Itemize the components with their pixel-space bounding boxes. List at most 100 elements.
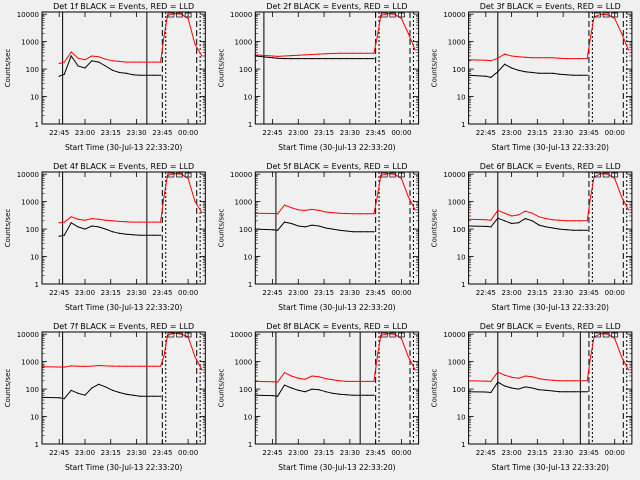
lld-point	[98, 364, 100, 367]
lld-point	[607, 173, 609, 175]
y-tick-label: 100	[452, 386, 465, 394]
x-tick-label: 00:00	[605, 289, 625, 297]
events-point	[98, 61, 100, 63]
events-point	[84, 67, 86, 69]
lld-point	[153, 61, 155, 63]
events-point	[373, 394, 375, 396]
x-axis-label: Start Time (30-Jul-13 22:33:20)	[65, 303, 182, 312]
events-point	[311, 388, 313, 390]
lld-point	[572, 58, 575, 60]
lld-point	[98, 218, 100, 220]
lld-point	[139, 221, 141, 223]
lld-point	[565, 380, 568, 382]
x-tick-label: 23:45	[152, 129, 172, 137]
events-point	[497, 217, 499, 219]
events-point	[531, 71, 533, 74]
y-tick-label: 1000	[448, 359, 466, 367]
events-point	[58, 75, 60, 77]
events-point	[84, 228, 86, 230]
lld-point	[614, 337, 616, 340]
events-point	[338, 58, 341, 60]
event-marker	[380, 12, 388, 18]
lld-point	[163, 36, 165, 38]
lld-point	[187, 17, 189, 20]
lld-point	[579, 58, 581, 60]
y-axis-label: Counts/sec	[431, 209, 439, 248]
events-point	[271, 394, 274, 397]
events-point	[359, 231, 361, 233]
lld-point	[572, 380, 575, 382]
lld-point	[111, 365, 114, 367]
y-tick-label: 10	[30, 414, 39, 422]
events-point	[98, 226, 100, 228]
events-point	[277, 229, 279, 231]
event-marker	[176, 172, 183, 178]
x-tick-label: 23:45	[366, 289, 386, 297]
events-point	[311, 58, 313, 60]
y-tick-label: 1000	[234, 359, 252, 367]
lld-point	[91, 218, 93, 220]
lld-point	[531, 212, 533, 214]
y-tick-label: 100	[26, 66, 39, 74]
lld-point	[290, 375, 292, 377]
events-point	[146, 234, 148, 236]
events-series-line	[59, 222, 161, 237]
events-point	[77, 65, 79, 67]
x-tick-label: 22:45	[49, 449, 69, 457]
lld-point	[373, 380, 375, 383]
lld-point	[504, 374, 506, 376]
lld-point	[311, 208, 313, 211]
events-point	[490, 391, 492, 394]
lld-point	[490, 60, 492, 62]
plot-frame	[468, 171, 633, 285]
event-marker	[176, 332, 183, 338]
x-tick-label: 23:00	[75, 129, 95, 137]
lld-point	[132, 221, 134, 223]
lld-point	[139, 61, 141, 63]
lld-series-line	[41, 332, 203, 371]
events-point	[586, 391, 588, 393]
events-point	[572, 74, 575, 76]
lld-point	[393, 13, 396, 15]
y-tick-label: 1	[35, 281, 39, 289]
lld-point	[407, 356, 409, 358]
y-tick-label: 10000	[17, 171, 39, 179]
lld-point	[187, 177, 189, 180]
events-point	[366, 231, 368, 233]
lld-point	[345, 380, 348, 383]
events-point	[517, 69, 520, 71]
events-point	[538, 389, 540, 391]
x-tick-label: 00:00	[178, 289, 198, 297]
y-axis-label: Counts/sec	[431, 369, 439, 408]
y-tick-label: 1000	[448, 39, 466, 47]
events-point	[517, 222, 520, 224]
lld-point	[58, 222, 60, 224]
chart-panel-9: Det 9f BLACK = Events, RED = LLD Counts/s…	[431, 322, 633, 472]
lld-point	[332, 379, 334, 381]
x-tick-label: 23:30	[553, 449, 573, 457]
lld-point	[590, 36, 592, 38]
plot-frame	[254, 11, 420, 125]
y-tick-label: 1000	[21, 39, 39, 47]
plot-frame	[254, 171, 420, 285]
events-point	[485, 391, 487, 393]
events-point	[352, 231, 354, 233]
lld-point	[373, 213, 375, 215]
events-point	[132, 74, 134, 76]
events-point	[311, 224, 313, 226]
events-point	[352, 58, 354, 60]
lld-point	[118, 365, 120, 367]
lld-point	[373, 52, 375, 54]
lld-point	[545, 218, 547, 220]
lld-point	[400, 337, 403, 340]
x-tick-label: 23:45	[152, 449, 172, 457]
lld-point	[376, 36, 378, 38]
events-point	[297, 389, 299, 391]
chart-title: Det 5f BLACK = Events, RED = LLD	[266, 162, 407, 171]
events-point	[304, 391, 306, 393]
chart-title: Det 3f BLACK = Events, RED = LLD	[480, 2, 621, 11]
events-point	[325, 58, 327, 60]
lld-series-line	[468, 173, 629, 222]
events-point	[139, 74, 141, 76]
lld-point	[366, 380, 368, 383]
